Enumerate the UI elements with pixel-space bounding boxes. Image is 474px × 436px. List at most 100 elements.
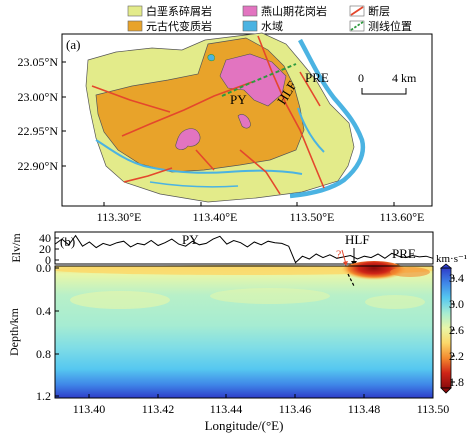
colorbar-ticks: 3.4 3.0 2.6 2.2 1.8: [449, 271, 464, 389]
legend-label: 水域: [261, 20, 283, 33]
map-x-tick: 113.40°E: [193, 210, 238, 224]
legend-item-cretaceous: 白垩系碎屑岩: [127, 4, 212, 18]
legend-item-proterozoic: 元古代变质岩: [127, 19, 212, 33]
mid-anomaly-center: [210, 288, 330, 304]
elevation-series-line: [54, 234, 434, 264]
fault-southwest: [123, 167, 173, 183]
profile-x-axis: 113.40 113.42 113.44 113.46 113.48 113.5…: [73, 394, 450, 416]
river-branch-north: [297, 107, 325, 153]
fault-west: [91, 85, 171, 113]
depth-y-tick: 0.4: [36, 304, 51, 318]
fault-ne: [299, 71, 321, 107]
velocity-section-image: [55, 266, 433, 398]
fault-hlf: [257, 35, 325, 189]
colorbar-tick: 2.6: [449, 323, 464, 337]
depth-y-tick: 1.2: [36, 389, 51, 403]
scale-bar-length: 4 km: [392, 71, 417, 85]
mid-anomaly-west: [70, 291, 170, 309]
colorbar-tick: 3.4: [449, 271, 464, 285]
legend-label: 测线位置: [368, 19, 412, 33]
map-y-tick: 23.00°N: [18, 90, 59, 104]
profile-x-label: Longitude/(°E): [205, 418, 284, 433]
colorbar-title: km·s⁻¹: [436, 253, 467, 265]
colorbar-tick: 1.8: [449, 375, 464, 389]
elevation-y-axis: 40 20 0: [39, 231, 59, 267]
legend-label: 断层: [368, 4, 390, 18]
fault-southeast: [239, 149, 281, 195]
colorbar-tick: 2.2: [449, 349, 464, 363]
profile-label-pre: PRE: [392, 246, 416, 261]
faults: [91, 35, 325, 195]
fault-central: [121, 81, 253, 137]
western-river: [95, 139, 303, 175]
low-velocity-zone: [340, 261, 408, 285]
legend-item-survey-line: 测线位置: [349, 19, 412, 33]
profile-x-tick: 113.50: [417, 402, 450, 416]
map-y-tick: 22.90°N: [18, 159, 59, 173]
legend-label: 白垩系碎屑岩: [146, 4, 212, 18]
colorbar-tick: 3.0: [449, 297, 464, 311]
granite-body-south: [175, 128, 201, 150]
survey-line: [221, 63, 297, 97]
depth-y-label: Depth/km: [7, 307, 21, 356]
profile-panel: (b) PY HLF PRE ? 40 20 0 Elv/m: [7, 231, 467, 433]
profile-x-tick: 113.40: [73, 402, 106, 416]
map-y-tick: 22.95°N: [18, 124, 59, 138]
map-x-tick: 113.60°E: [380, 210, 425, 224]
near-surface-layer: [54, 265, 434, 275]
legend-item-fault: 断层: [349, 4, 390, 18]
velocity-section: 0.0 0.4 0.8 1.2 Depth/km 113.40 113.42 1…: [7, 261, 449, 433]
legend-item-granite: 燕山期花岗岩: [242, 4, 327, 18]
legend-swatch: [242, 5, 258, 17]
profile-label-hlf: HLF: [345, 232, 370, 247]
scale-bar: 0 4 km: [358, 71, 417, 95]
profile-panel-label: (b): [60, 234, 75, 249]
survey-line-icon: [350, 21, 364, 31]
map-x-axis: 113.30°E 113.40°E 113.50°E 113.60°E: [97, 202, 425, 224]
map-panel-label: (a): [66, 37, 80, 52]
granite-body-small: [237, 114, 251, 129]
lake-north: [207, 54, 215, 62]
legend-swatch: [127, 5, 143, 17]
elevation-plot: (b) PY HLF PRE ? 40 20 0 Elv/m: [9, 231, 434, 267]
profile-label-question: ?: [336, 247, 341, 261]
colorbar-tip-bottom: [440, 387, 452, 394]
map-x-tick: 113.50°E: [290, 210, 335, 224]
map-y-tick: 23.05°N: [18, 55, 59, 69]
elevation-y-label: Elv/m: [9, 233, 23, 263]
legend-swatch: [349, 20, 365, 32]
colorbar: km·s⁻¹ 3.4 3.0 2.6 2.2 1.8: [436, 253, 467, 394]
map-label-py: PY: [230, 92, 247, 107]
profile-x-tick: 113.48: [348, 402, 381, 416]
map-x-tick: 113.30°E: [97, 210, 142, 224]
legend-swatch: [127, 20, 143, 32]
legend-swatch: [242, 20, 258, 32]
depth-y-tick: 0.0: [36, 261, 51, 275]
legend: 白垩系碎屑岩 燕山期花岗岩 断层 元古代变质岩 水域 测线位置: [127, 4, 412, 33]
scale-bar-zero: 0: [358, 71, 364, 85]
legend-label: 元古代变质岩: [146, 19, 212, 33]
depth-y-axis: 0.0 0.4 0.8 1.2: [36, 261, 59, 403]
pearl-river: [289, 38, 366, 199]
legend-item-water: 水域: [242, 20, 283, 33]
elevation-frame: [54, 231, 434, 265]
fault-line-icon: [350, 6, 364, 16]
river-branch-south: [149, 181, 239, 188]
profile-x-tick: 113.44: [210, 402, 243, 416]
legend-label: 燕山期花岗岩: [261, 4, 327, 18]
mid-anomaly-east: [365, 295, 425, 309]
elev-y-tick: 20: [39, 242, 51, 256]
colorbar-tip-top: [439, 263, 453, 269]
map-label-pre: PRE: [305, 70, 329, 85]
profile-x-tick: 113.46: [279, 402, 312, 416]
shallow-anomaly-east: [390, 267, 430, 277]
fault-trace-section: [347, 273, 355, 287]
elev-y-tick: 0: [45, 253, 51, 267]
scale-bar-line: [361, 88, 407, 95]
fault-mid-south: [195, 149, 215, 171]
velocity-section-frame: [54, 265, 434, 399]
depth-y-tick: 0.8: [36, 347, 51, 361]
profile-x-tick: 113.42: [142, 402, 175, 416]
elev-y-tick: 40: [39, 231, 51, 245]
